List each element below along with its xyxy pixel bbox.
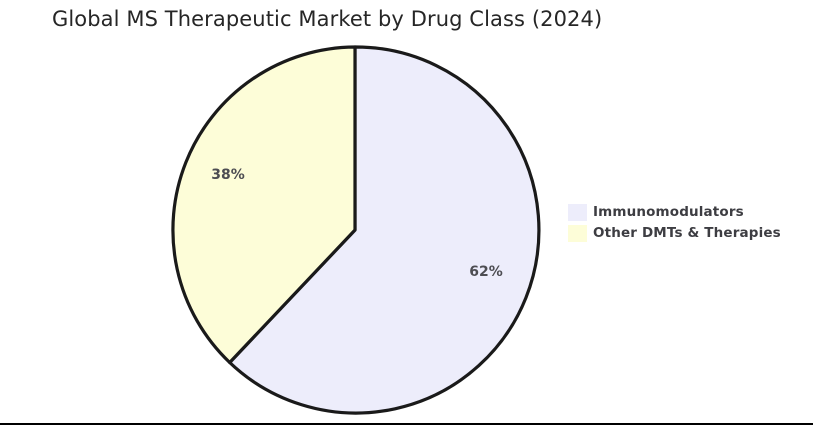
- legend-label-immunomodulators: Immunomodulators: [593, 204, 744, 220]
- chart-legend: Immunomodulators Other DMTs & Therapies: [568, 203, 781, 242]
- legend-swatch-icon-other-dmts: [568, 224, 587, 242]
- legend-label-other-dmts: Other DMTs & Therapies: [593, 225, 781, 241]
- legend-item-immunomodulators[interactable]: Immunomodulators: [568, 203, 781, 221]
- legend-swatch-icon-immunomodulators: [568, 203, 587, 221]
- pie-label-immunomodulators: 62%: [469, 264, 503, 280]
- pie-slice-immunomodulators[interactable]: [228, 45, 541, 415]
- pie-slice-other-dmts[interactable]: [171, 45, 357, 365]
- legend-item-other-dmts[interactable]: Other DMTs & Therapies: [568, 224, 781, 242]
- chart-title: Global MS Therapeutic Market by Drug Cla…: [52, 7, 603, 31]
- pie-label-other-dmts: 38%: [211, 167, 245, 183]
- figure-bottom-border: [0, 423, 813, 425]
